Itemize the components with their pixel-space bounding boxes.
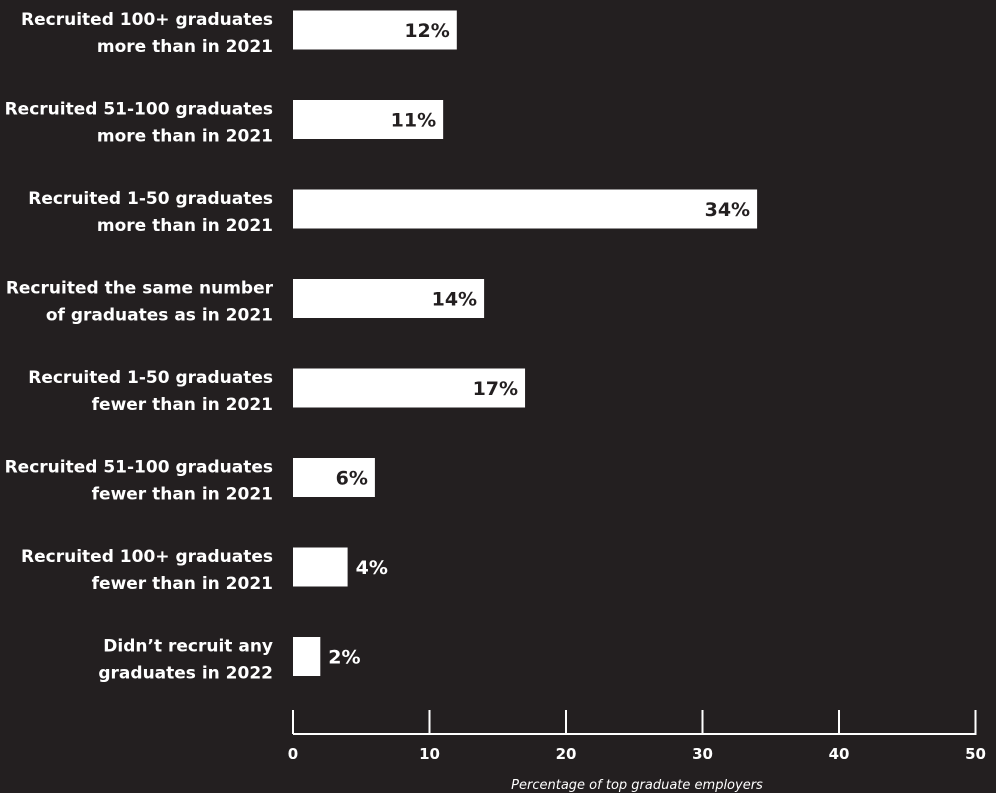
category-label-line: Recruited 100+ graduates <box>21 10 273 30</box>
bar-row: Didn’t recruit any graduates in 2022 2% <box>98 637 360 684</box>
category-label: Recruited the same number of graduates as… <box>6 279 274 326</box>
category-label-line: graduates in 2022 <box>98 664 273 684</box>
category-label: Recruited 51-100 graduates fewer than in … <box>5 458 273 505</box>
x-tick-label: 20 <box>556 745 577 763</box>
category-label-line: Didn’t recruit any <box>103 637 273 657</box>
category-label-line: Recruited the same number <box>6 279 274 299</box>
category-label-line: Recruited 1-50 graduates <box>28 189 273 209</box>
value-label: 34% <box>705 199 750 221</box>
x-tick-label: 0 <box>288 745 298 763</box>
category-label: Recruited 100+ graduates more than in 202… <box>21 10 273 57</box>
category-label-line: fewer than in 2021 <box>92 485 273 505</box>
category-label-line: fewer than in 2021 <box>92 574 273 594</box>
category-label-line: more than in 2021 <box>97 37 273 57</box>
category-label-line: of graduates as in 2021 <box>46 306 273 326</box>
x-tick-label: 50 <box>965 745 986 763</box>
bar-row: Recruited 1-50 graduates more than in 202… <box>28 189 758 236</box>
category-label-line: Recruited 51-100 graduates <box>5 100 273 120</box>
bar <box>293 637 321 676</box>
x-axis: 0 10 20 30 40 50 <box>288 710 986 763</box>
x-tick-label: 30 <box>692 745 713 763</box>
bar <box>293 547 348 587</box>
bar <box>293 279 485 318</box>
bar-row: Recruited 100+ graduates fewer than in 20… <box>21 547 388 594</box>
category-label-line: Recruited 100+ graduates <box>21 547 273 567</box>
x-tick-label: 10 <box>419 745 440 763</box>
bar <box>293 189 758 229</box>
bar-row: Recruited 1-50 graduates fewer than in 20… <box>28 368 526 415</box>
category-label: Recruited 100+ graduates fewer than in 20… <box>21 547 273 594</box>
value-label: 11% <box>391 110 436 132</box>
bar-row: Recruited 100+ graduates more than in 202… <box>21 10 457 57</box>
bar-row: Recruited 51-100 graduates more than in 2… <box>5 100 444 147</box>
bar-row: Recruited 51-100 graduates fewer than in … <box>5 458 375 505</box>
category-label: Recruited 1-50 graduates fewer than in 20… <box>28 368 273 415</box>
category-label-line: Recruited 1-50 graduates <box>28 368 273 388</box>
x-axis-title: Percentage of top graduate employers <box>511 778 763 793</box>
category-label-line: Recruited 51-100 graduates <box>5 458 273 478</box>
category-label: Didn’t recruit any graduates in 2022 <box>98 637 273 684</box>
value-label: 17% <box>473 378 518 400</box>
category-label: Recruited 51-100 graduates more than in 2… <box>5 100 273 147</box>
category-label-line: more than in 2021 <box>97 127 273 147</box>
bar-row: Recruited the same number of graduates as… <box>6 279 485 326</box>
category-label-line: more than in 2021 <box>97 216 273 236</box>
x-tick-label: 40 <box>829 745 850 763</box>
bar <box>293 458 375 497</box>
bar <box>293 10 457 50</box>
bar-rows: Recruited 100+ graduates more than in 202… <box>5 10 758 684</box>
value-label: 6% <box>336 468 368 490</box>
value-label: 12% <box>404 20 449 42</box>
category-label: Recruited 1-50 graduates more than in 202… <box>28 189 273 236</box>
value-label: 14% <box>432 289 477 311</box>
category-label-line: fewer than in 2021 <box>92 395 273 415</box>
bar <box>293 100 444 139</box>
bar <box>293 368 526 408</box>
value-label: 2% <box>328 647 360 669</box>
value-label: 4% <box>356 557 388 579</box>
